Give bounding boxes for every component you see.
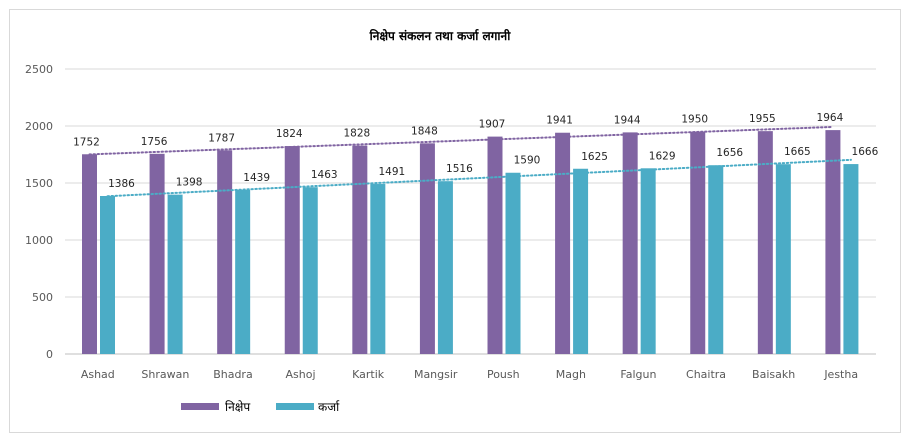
y-tick-label: 1000 — [25, 234, 53, 247]
data-label: 1491 — [378, 166, 405, 178]
x-tick-label: Poush — [487, 368, 520, 381]
bar-deposit — [555, 132, 571, 354]
y-tick-label: 1500 — [25, 177, 53, 190]
data-label: 1665 — [784, 146, 811, 158]
bar-deposit — [419, 143, 435, 354]
bar-loan — [843, 164, 859, 354]
x-tick-label: Ashad — [81, 368, 115, 381]
bar-loan — [437, 181, 453, 354]
bar-loan — [167, 194, 183, 354]
bar-loan — [708, 165, 724, 354]
bar-deposit — [622, 132, 638, 354]
bars — [82, 130, 859, 354]
data-label: 1787 — [208, 132, 235, 144]
data-label: 1625 — [581, 151, 608, 163]
data-label: 1944 — [614, 114, 641, 126]
trend-lines — [88, 125, 852, 198]
y-tick-label: 2500 — [25, 63, 53, 76]
bar-deposit — [757, 131, 773, 354]
bar-deposit — [217, 150, 233, 354]
bar-deposit — [825, 130, 841, 354]
data-label: 1964 — [817, 112, 844, 124]
data-label: 1907 — [479, 119, 506, 131]
bar-deposit — [352, 145, 368, 354]
data-label: 1828 — [343, 128, 370, 140]
x-tick-label: Shrawan — [141, 368, 189, 381]
x-tick-label: Bhadra — [213, 368, 253, 381]
bar-loan — [100, 195, 115, 354]
data-label: 1666 — [852, 146, 879, 158]
x-tick-label: Jestha — [823, 368, 858, 381]
x-tick-label: Ashoj — [286, 368, 316, 381]
data-label: 1398 — [176, 177, 203, 189]
bar-deposit — [284, 146, 300, 354]
bar-loan — [235, 189, 251, 354]
x-tick-label: Mangsir — [414, 368, 458, 381]
trendline-deposit — [88, 125, 834, 156]
bar-deposit — [690, 131, 706, 354]
y-tick-label: 0 — [46, 348, 53, 361]
data-label: 1463 — [311, 169, 338, 181]
legend-label: निक्षेप — [225, 400, 250, 414]
legend-label: कर्जा — [318, 400, 340, 414]
data-label: 1386 — [108, 178, 135, 190]
data-label: 1629 — [649, 150, 676, 162]
x-tick-label: Falgun — [620, 368, 656, 381]
bar-loan — [640, 168, 656, 354]
chart-title: निक्षेप संकलन तथा कर्जा लगानी — [369, 29, 512, 43]
data-label: 1656 — [716, 147, 743, 159]
x-tick-label: Kartik — [352, 368, 385, 381]
data-label: 1824 — [276, 128, 303, 140]
data-label: 1848 — [411, 125, 438, 137]
bar-loan — [775, 164, 791, 354]
bar-deposit — [487, 136, 503, 354]
data-label: 1756 — [141, 136, 168, 148]
bar-deposit — [149, 153, 165, 354]
bar-loan — [505, 172, 521, 354]
data-label: 1941 — [546, 115, 573, 127]
data-labels: 1752 1386 1756 1398 1787 1439 1824 1463 1828 1491… — [73, 112, 878, 190]
y-tick-label: 500 — [32, 291, 53, 304]
x-tick-label: Chaitra — [686, 368, 726, 381]
data-label: 1590 — [514, 155, 541, 167]
bar-loan — [370, 184, 386, 354]
axes: 0 500 1000 1500 2000 2500 Ashad Shrawan Bhadra As… — [25, 63, 858, 381]
grid-lines — [65, 68, 876, 355]
data-label: 1439 — [243, 172, 270, 184]
data-label: 1955 — [749, 113, 776, 125]
legend-swatch — [276, 403, 314, 410]
y-tick-label: 2000 — [25, 120, 53, 133]
data-label: 1516 — [446, 163, 473, 175]
bar-deposit — [82, 154, 97, 354]
data-label: 1752 — [73, 136, 100, 148]
trendline-loan — [106, 158, 852, 198]
x-tick-label: Baisakh — [752, 368, 795, 381]
data-label: 1950 — [681, 114, 708, 126]
legend: निक्षेप कर्जा — [181, 400, 340, 414]
x-tick-label: Magh — [556, 368, 586, 381]
legend-swatch — [181, 403, 219, 410]
bar-loan — [302, 187, 318, 354]
bar-loan — [573, 168, 589, 354]
